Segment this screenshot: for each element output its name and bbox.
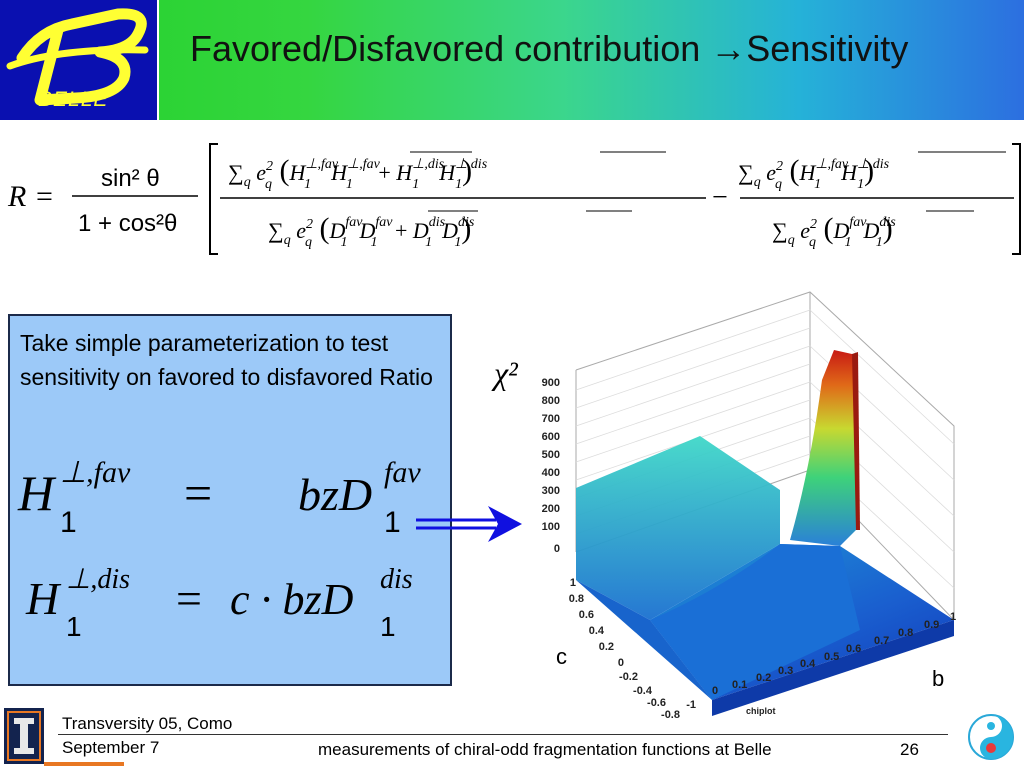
b-tick: 0.6 [846,643,861,655]
c-tick: 0 [618,657,624,669]
c-tick: -1 [686,699,696,711]
b-tick: 0.2 [756,672,771,684]
svg-text:⊥,fav: ⊥,fav [60,456,131,489]
svg-text:−: − [712,182,728,213]
svg-text:=: = [176,573,202,624]
svg-text:c · bzD: c · bzD [230,575,354,624]
svg-text:=: = [184,465,212,521]
z-tick: 300 [542,485,560,497]
chi-square-surface-plot: 900 800 700 600 500 400 300 200 100 0 χ²… [491,291,956,720]
b-tick: 1 [950,611,956,623]
svg-text:bzD: bzD [298,469,372,520]
c-axis-ticks: 1 0.8 0.6 0.4 0.2 0 -0.2 -0.4 -0.6 -0.8 … [569,577,696,720]
svg-text:1: 1 [60,506,77,539]
footer-accent-bar [44,762,124,766]
z-tick: 100 [542,521,560,533]
z-tick: 900 [542,377,560,389]
z-axis-label: χ² [491,355,519,391]
svg-text:dis: dis [380,564,413,595]
parameterization-text: Take simple parameterization to test sen… [20,330,433,390]
z-tick: 700 [542,413,560,425]
yin-yang-logo-icon [968,714,1014,760]
z-axis-ticks: 900 800 700 600 500 400 300 200 100 0 [542,377,560,555]
footer-conference: Transversity 05, Como [62,714,233,733]
svg-text:=: = [36,180,53,213]
b-tick: 0 [712,685,718,697]
z-tick: 0 [554,543,560,555]
equation-h1-fav: H ⊥,fav 1 = bzD fav 1 [17,456,421,539]
double-arrow-icon [416,506,522,542]
svg-text:1: 1 [66,611,82,642]
svg-text:H: H [25,573,62,624]
z-tick: 800 [542,395,560,407]
slide-title: Favored/Disfavored contribution →Sensiti… [190,28,909,69]
formula-prefix-denominator: 1 + cos²θ [78,210,177,237]
b-tick: 0.1 [732,679,747,691]
c-tick: -0.6 [647,697,666,709]
c-tick: -0.8 [661,709,680,720]
c-tick: -0.2 [619,671,638,683]
svg-text:H: H [17,465,57,521]
c-tick: 1 [570,577,576,589]
z-tick: 500 [542,449,560,461]
c-axis-label: c [556,644,567,669]
c-tick: 0.2 [599,641,614,653]
z-tick: 200 [542,503,560,515]
svg-text:1: 1 [380,611,396,642]
c-tick: -0.4 [633,685,653,697]
b-tick: 0.9 [924,619,939,631]
title-bar: BELLE Favored/Disfavored contribution →S… [0,0,1024,120]
z-tick: 600 [542,431,560,443]
belle-b-logo-icon [6,8,149,106]
svg-text:⊥,dis: ⊥,dis [66,564,130,595]
page-number: 26 [900,740,919,759]
formula-lhs: R [7,180,26,213]
z-tick: 400 [542,467,560,479]
b-tick: 0.4 [800,658,816,670]
plot-name-label: chiplot [746,706,776,716]
b-axis-label: b [932,666,944,691]
equation-h1-dis: H ⊥,dis 1 = c · bzD dis 1 [25,564,413,642]
c-tick: 0.8 [569,593,584,605]
plot-frame [575,291,955,621]
footer-talk-title: measurements of chiral-odd fragmentation… [318,740,772,759]
parameterization-box: Take simple parameterization to test sen… [8,314,452,686]
b-tick: 0.3 [778,665,793,677]
b-axis-ticks: 0 0.1 0.2 0.3 0.4 0.5 0.6 0.7 0.8 0.9 1 [712,611,956,697]
formula-prefix-numerator: sin² θ [101,165,160,192]
footer-date: September 7 [62,738,160,757]
footer-divider [58,734,948,735]
b-tick: 0.5 [824,651,839,663]
ratio-formula: R = sin² θ 1 + cos²θ ∑q e2 q (H⊥,fav 1 H⊥,f… [7,143,1021,255]
c-tick: 0.6 [579,609,594,621]
svg-text:1: 1 [384,506,401,539]
b-tick: 0.7 [874,635,889,647]
b-tick: 0.8 [898,627,913,639]
illinois-logo-icon [4,708,44,764]
c-tick: 0.4 [589,625,605,637]
belle-logo: BELLE [0,0,159,120]
svg-text:fav: fav [384,456,421,489]
belle-logo-text: BELLE [38,88,109,111]
